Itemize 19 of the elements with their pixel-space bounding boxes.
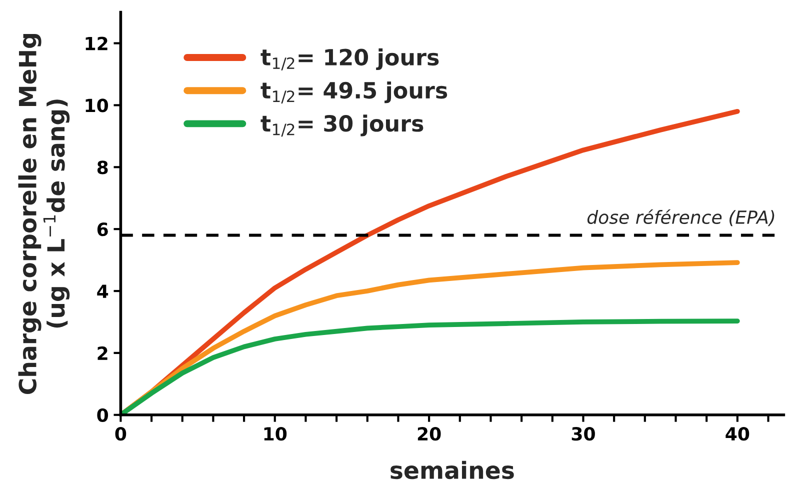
- x-axis-title: semaines: [390, 460, 514, 480]
- y-axis-title: Charge corporelle en MeHg (ug x L$^{−1}$de sang): [18, 34, 70, 394]
- y-tick-label: 8: [97, 160, 108, 174]
- y-tick-label: 12: [86, 36, 108, 50]
- x-tick-label: 0: [115, 427, 126, 441]
- x-tick-label: 10: [264, 427, 287, 441]
- legend-label: t$_{1/2}$= 49.5 jours: [260, 81, 448, 104]
- x-tick-label: 20: [418, 427, 441, 441]
- ref-line-label: dose référence (EPA): [587, 209, 774, 226]
- x-tick-label: 40: [726, 427, 750, 441]
- line-series: [120, 318, 740, 415]
- legend-label: t$_{1/2}$= 120 jours: [260, 48, 439, 70]
- y-tick-label: 0: [97, 408, 108, 422]
- y-tick-label: 10: [86, 98, 108, 112]
- x-tick-label: 30: [572, 427, 595, 441]
- y-tick-label: 2: [98, 346, 108, 360]
- legend-label: t$_{1/2}$= 30 jours: [260, 114, 424, 137]
- y-tick-label: 4: [97, 284, 108, 298]
- y-tick-label: 6: [97, 222, 108, 236]
